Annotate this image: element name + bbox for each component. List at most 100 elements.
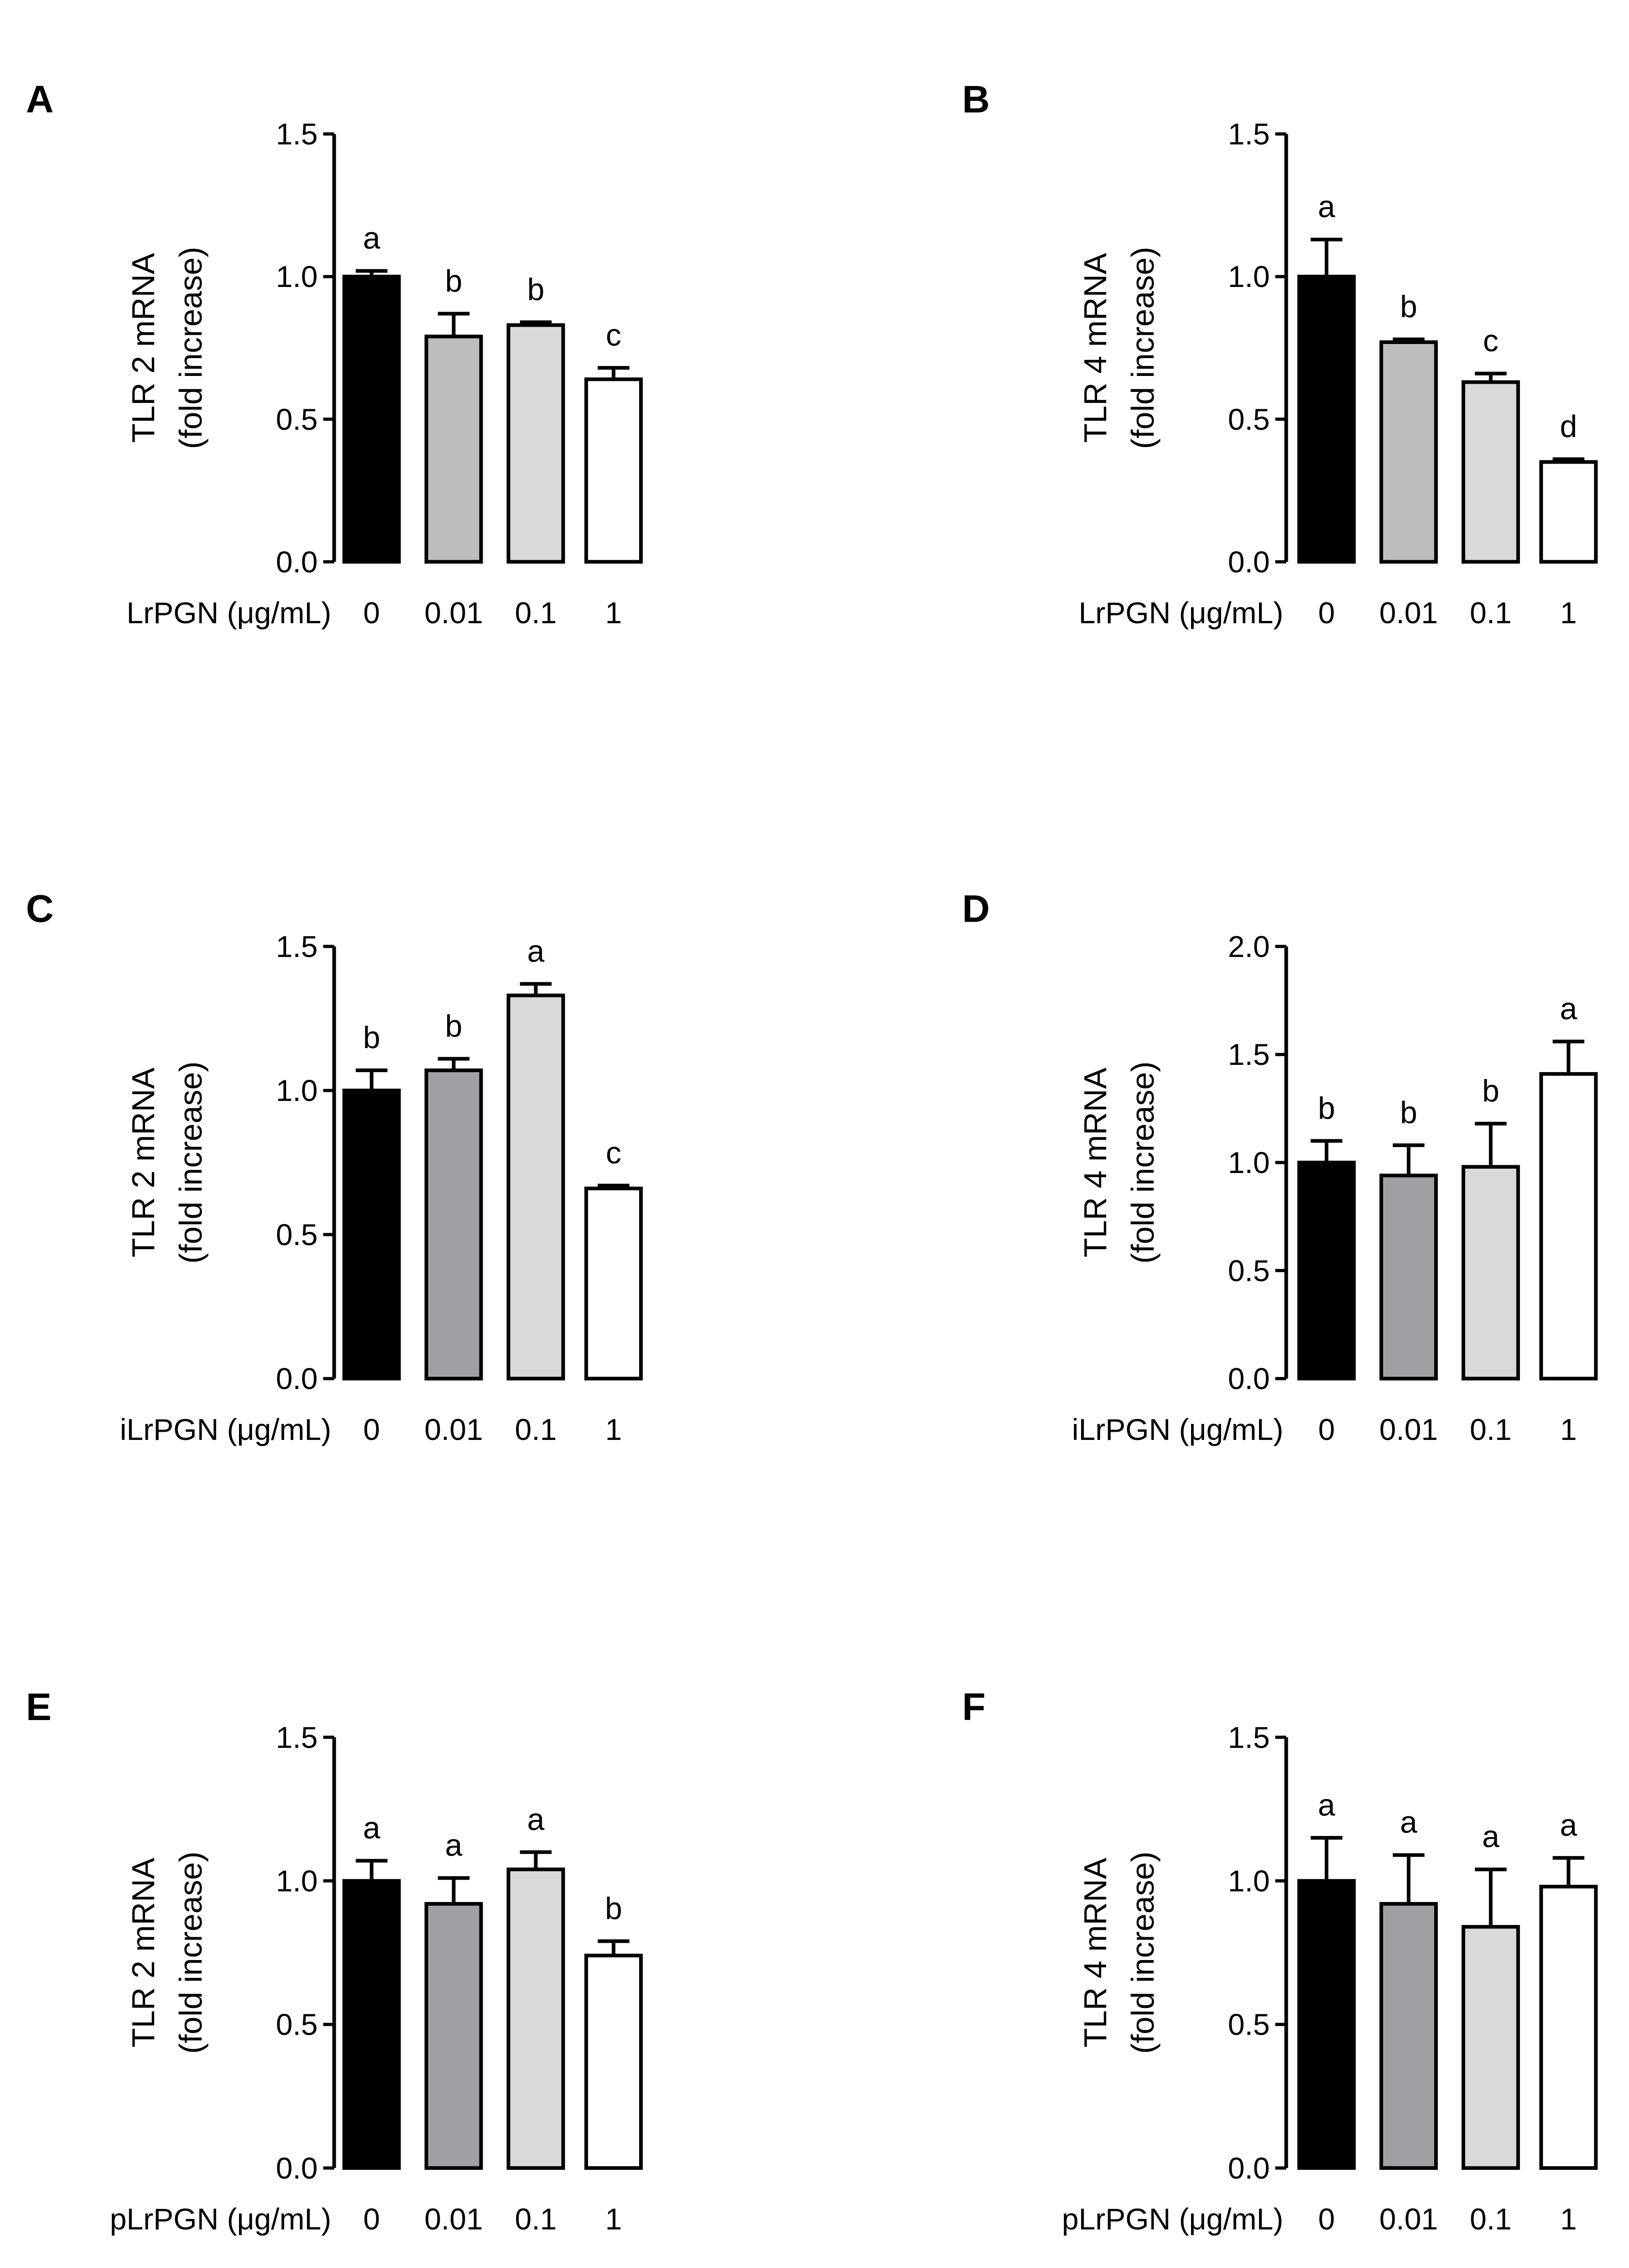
x-axis-label: iLrPGN (μg/mL) xyxy=(1072,1413,1283,1446)
x-category-label: 0.01 xyxy=(424,1413,483,1446)
significance-label: c xyxy=(1483,323,1499,358)
y-tick-label: 1.5 xyxy=(276,929,318,963)
bar xyxy=(342,1089,401,1381)
x-category-label: 0 xyxy=(363,596,380,630)
y-axis-title: TLR 2 mRNA xyxy=(125,1068,161,1257)
significance-label: b xyxy=(445,264,463,298)
y-tick-label: 0.5 xyxy=(276,402,318,436)
significance-label: c xyxy=(606,318,621,353)
bar xyxy=(584,1186,643,1381)
bar xyxy=(424,1068,483,1381)
bar xyxy=(506,323,565,564)
y-tick-label: 0.0 xyxy=(276,2151,318,2185)
x-category-label: 0 xyxy=(1318,1413,1335,1446)
x-category-label: 0.1 xyxy=(515,1413,557,1446)
significance-label: a xyxy=(1560,1808,1577,1842)
significance-label: a xyxy=(1560,991,1577,1026)
y-tick-label: 0.5 xyxy=(1228,2007,1270,2041)
panel-A: A 0.0 0.5 1.0 1.5 TLR 2 mRNA (fold increase) a 0… xyxy=(26,78,643,630)
bar xyxy=(584,377,643,564)
significance-label: a xyxy=(527,1802,545,1837)
x-category-label: 0.01 xyxy=(1379,2202,1438,2236)
bar xyxy=(1297,1879,1356,2170)
significance-label: a xyxy=(363,1811,380,1846)
x-category-label: 1 xyxy=(605,2202,622,2236)
panel-letter: B xyxy=(962,78,990,120)
x-category-label: 0 xyxy=(363,2202,380,2236)
bar xyxy=(342,275,401,564)
bar xyxy=(1379,1902,1438,2170)
significance-label: b xyxy=(1482,1074,1499,1108)
bar xyxy=(506,993,565,1381)
x-axis-label: LrPGN (μg/mL) xyxy=(1078,596,1283,630)
y-tick-label: 1.0 xyxy=(276,1864,318,1898)
significance-label: b xyxy=(1318,1091,1335,1126)
significance-label: b xyxy=(1400,1095,1417,1130)
x-category-label: 0.01 xyxy=(1379,1413,1438,1446)
x-axis-label: LrPGN (μg/mL) xyxy=(126,596,331,630)
bar xyxy=(584,1954,643,2170)
significance-label: a xyxy=(1482,1820,1499,1854)
panel-letter: A xyxy=(26,78,54,120)
significance-label: a xyxy=(527,934,545,969)
panel-D: D 0.0 0.5 1.0 1.5 2.0 TLR 4 mRNA (fold increase… xyxy=(962,887,1598,1446)
y-axis-subtitle: (fold increase) xyxy=(1125,1851,1161,2054)
bar xyxy=(1379,340,1438,564)
significance-label: a xyxy=(1400,1805,1417,1840)
panel-letter: D xyxy=(962,887,990,930)
y-tick-label: 0.5 xyxy=(1228,402,1270,436)
bar xyxy=(1461,1165,1520,1381)
y-tick-label: 1.5 xyxy=(276,1721,318,1754)
bar xyxy=(1539,460,1598,564)
panel-C: C 0.0 0.5 1.0 1.5 TLR 2 mRNA (fold increase) b 0… xyxy=(26,887,643,1446)
y-tick-label: 1.5 xyxy=(276,117,318,151)
x-category-label: 0.01 xyxy=(424,596,483,630)
bar xyxy=(1379,1173,1438,1381)
y-tick-label: 0.5 xyxy=(1228,1254,1270,1288)
y-tick-label: 0.0 xyxy=(276,1362,318,1396)
panel-letter: E xyxy=(26,1685,52,1728)
panel-B: B 0.0 0.5 1.0 1.5 TLR 4 mRNA (fold increase) a 0… xyxy=(962,78,1598,630)
bar xyxy=(1539,1072,1598,1381)
bar xyxy=(342,1879,401,2170)
bar xyxy=(424,334,483,564)
y-axis-title: TLR 4 mRNA xyxy=(1077,253,1113,443)
significance-label: b xyxy=(445,1009,463,1043)
x-category-label: 1 xyxy=(1560,2202,1577,2236)
x-category-label: 1 xyxy=(1560,1413,1577,1446)
y-tick-label: 0.0 xyxy=(1228,545,1270,579)
x-axis-label: pLrPGN (μg/mL) xyxy=(110,2202,331,2236)
bar xyxy=(1461,1925,1520,2170)
y-tick-label: 0.5 xyxy=(276,2007,318,2041)
y-tick-label: 1.0 xyxy=(1228,1864,1270,1898)
x-category-label: 1 xyxy=(1560,596,1577,630)
bar xyxy=(424,1902,483,2170)
panel-letter: F xyxy=(962,1685,985,1728)
y-tick-label: 0.0 xyxy=(1228,2151,1270,2185)
y-tick-label: 0.0 xyxy=(276,545,318,579)
bar xyxy=(1461,380,1520,564)
y-tick-label: 0.5 xyxy=(276,1218,318,1251)
x-category-label: 0.1 xyxy=(515,596,557,630)
x-category-label: 1 xyxy=(605,1413,622,1446)
significance-label: c xyxy=(606,1136,621,1170)
bar xyxy=(1297,275,1356,564)
significance-label: b xyxy=(1400,289,1417,324)
panel-F: F 0.0 0.5 1.0 1.5 TLR 4 mRNA (fold increase) a 0… xyxy=(962,1685,1598,2236)
x-axis-label: iLrPGN (μg/mL) xyxy=(120,1413,331,1446)
y-tick-label: 2.0 xyxy=(1228,929,1270,963)
y-tick-label: 1.0 xyxy=(276,260,318,293)
y-axis-subtitle: (fold increase) xyxy=(173,1851,208,2054)
y-axis-title: TLR 2 mRNA xyxy=(125,1857,161,2047)
y-axis-subtitle: (fold increase) xyxy=(1125,1061,1161,1264)
significance-label: a xyxy=(363,221,380,255)
x-category-label: 0.1 xyxy=(515,2202,557,2236)
y-axis-subtitle: (fold increase) xyxy=(173,1061,208,1264)
significance-label: d xyxy=(1560,409,1577,444)
significance-label: b xyxy=(363,1020,380,1055)
y-axis-subtitle: (fold increase) xyxy=(173,247,208,449)
panel-E: E 0.0 0.5 1.0 1.5 TLR 2 mRNA (fold increase) a 0… xyxy=(26,1685,643,2236)
x-category-label: 0.01 xyxy=(424,2202,483,2236)
x-category-label: 1 xyxy=(605,596,622,630)
bar xyxy=(1297,1161,1356,1381)
